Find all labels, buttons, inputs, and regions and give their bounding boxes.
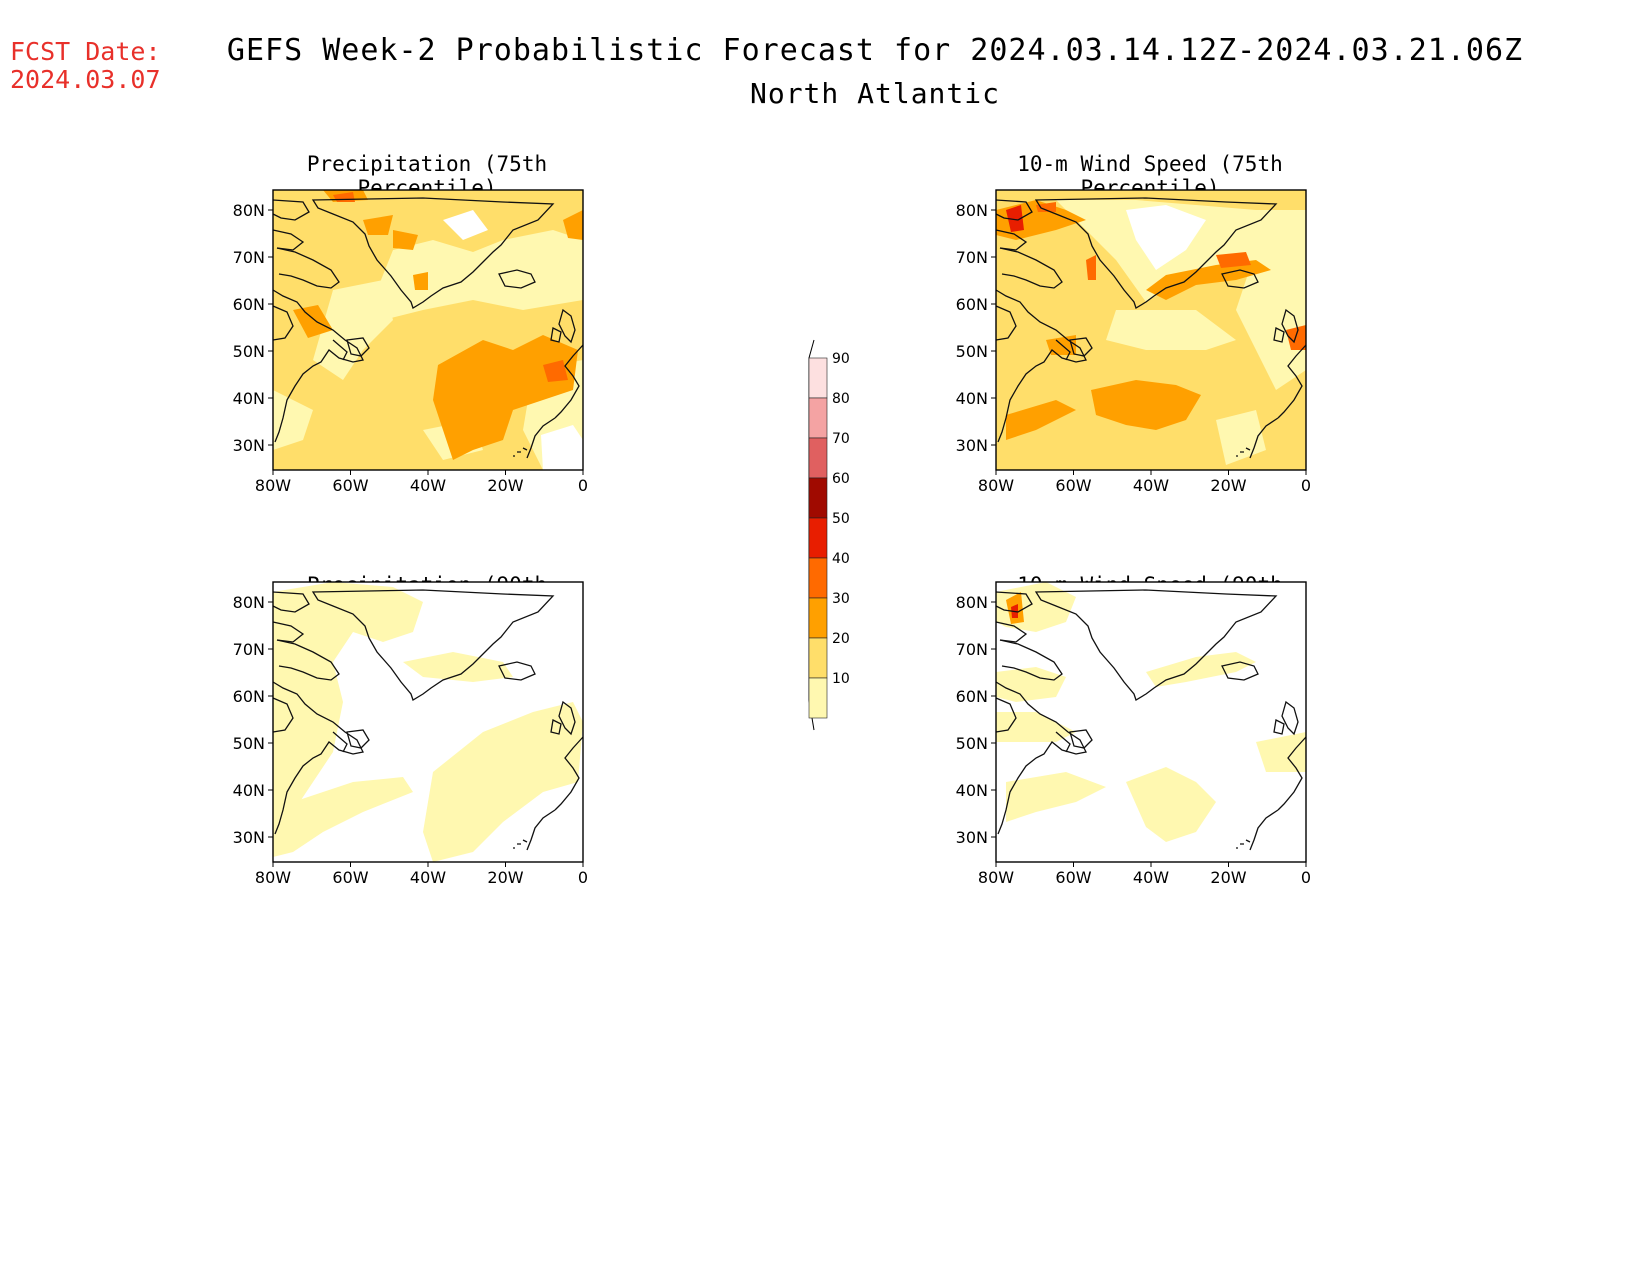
lon-tick-label: 60W: [1055, 868, 1091, 887]
colorbar-box: [808, 357, 828, 399]
map-precip-75: [272, 189, 584, 471]
lat-tick-label: 30N: [233, 828, 265, 847]
lat-tick-label: 60N: [956, 295, 988, 314]
colorbar-label: 70: [832, 431, 850, 447]
lon-tick-label: 20W: [1210, 476, 1246, 495]
lon-tick-label: 60W: [1055, 476, 1091, 495]
page-title: GEFS Week-2 Probabilistic Forecast for 2…: [226, 33, 1524, 68]
colorbar-box: [808, 557, 828, 599]
lon-tick-label: 80W: [978, 868, 1014, 887]
precip-75-fill: [273, 190, 583, 470]
colorbar-box: [808, 477, 828, 519]
colorbar-label: 30: [832, 591, 850, 607]
colorbar-box: [808, 517, 828, 559]
forecast-date-label: FCST Date:: [10, 37, 161, 66]
lon-tick-label: 80W: [978, 476, 1014, 495]
forecast-date-value: 2024.03.07: [10, 65, 161, 94]
lon-tick-label: 40W: [1133, 868, 1169, 887]
lon-tick-label: 0: [578, 476, 588, 495]
map-precip-90: [272, 581, 584, 863]
colorbar-labels: 90 80 70 60 50 40 30 20 10: [832, 351, 850, 687]
lat-tick-label: 70N: [233, 248, 265, 267]
lat-tick-label: 40N: [956, 389, 988, 408]
colorbar-label: 10: [832, 671, 850, 687]
lat-tick-label: 40N: [233, 389, 265, 408]
lat-tick-label: 50N: [956, 342, 988, 361]
lat-tick-label: 80N: [233, 201, 265, 220]
forecast-date: FCST Date: 2024.03.07: [10, 38, 161, 94]
lon-tick-label: 40W: [410, 476, 446, 495]
colorbar-label: 20: [832, 631, 850, 647]
lat-tick-label: 60N: [233, 295, 265, 314]
colorbar-boxes: [808, 357, 828, 719]
lon-tick-label: 60W: [332, 868, 368, 887]
lat-tick-label: 60N: [233, 687, 265, 706]
lat-tick-label: 80N: [956, 593, 988, 612]
colorbar-box: [808, 677, 828, 719]
colorbar-box: [808, 637, 828, 679]
region-title: North Atlantic: [749, 77, 1000, 110]
lat-tick-label: 60N: [956, 687, 988, 706]
lon-tick-label: 40W: [1133, 476, 1169, 495]
lat-tick-label: 40N: [956, 781, 988, 800]
colorbar-label: 40: [832, 551, 850, 567]
lat-tick-label: 30N: [233, 436, 265, 455]
lon-tick-label: 20W: [487, 868, 523, 887]
lat-tick-label: 80N: [956, 201, 988, 220]
map-wind-90: [995, 581, 1307, 863]
colorbar-box: [808, 597, 828, 639]
lat-tick-label: 50N: [956, 734, 988, 753]
map-wind-75: [995, 189, 1307, 471]
lat-tick-label: 50N: [233, 734, 265, 753]
lon-tick-label: 20W: [1210, 868, 1246, 887]
precip-90-fill: [273, 582, 583, 862]
lon-tick-label: 20W: [487, 476, 523, 495]
lat-tick-label: 70N: [956, 640, 988, 659]
colorbar-label: 50: [832, 511, 850, 527]
panel-title-precip-75: Precipitation (75th Percentile): [306, 152, 548, 200]
lon-tick-label: 40W: [410, 868, 446, 887]
lon-tick-label: 80W: [255, 868, 291, 887]
colorbar-label: 60: [832, 471, 850, 487]
colorbar-label: 90: [832, 351, 850, 367]
lat-tick-label: 40N: [233, 781, 265, 800]
lat-tick-label: 70N: [956, 248, 988, 267]
colorbar-label: 80: [832, 391, 850, 407]
lon-tick-label: 0: [578, 868, 588, 887]
lat-tick-label: 30N: [956, 436, 988, 455]
lon-tick-label: 0: [1301, 868, 1311, 887]
lat-tick-label: 30N: [956, 828, 988, 847]
lat-tick-label: 80N: [233, 593, 265, 612]
lon-tick-label: 80W: [255, 476, 291, 495]
lat-tick-label: 50N: [233, 342, 265, 361]
colorbar-box: [808, 437, 828, 479]
wind-75-fill: [996, 200, 1306, 465]
colorbar: 90 80 70 60 50 40 30 20 10: [808, 339, 850, 731]
lat-tick-label: 70N: [233, 640, 265, 659]
lon-tick-label: 0: [1301, 476, 1311, 495]
colorbar-box: [808, 397, 828, 439]
lon-tick-label: 60W: [332, 476, 368, 495]
